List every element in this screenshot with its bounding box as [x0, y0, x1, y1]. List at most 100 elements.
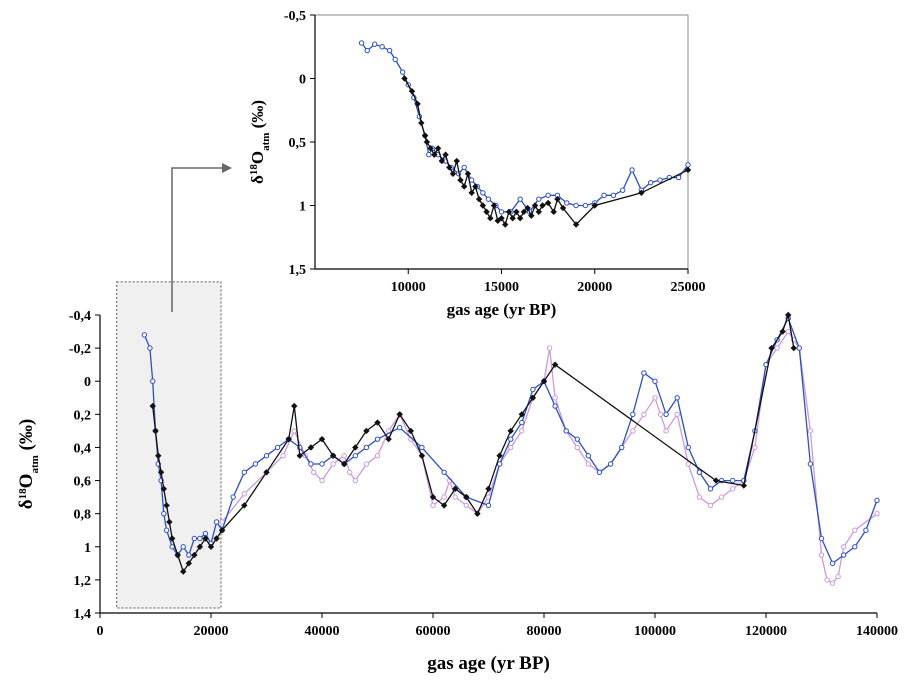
inset-data-point — [371, 41, 378, 47]
main-data-point — [166, 518, 173, 526]
main-data-point — [207, 543, 215, 550]
main-data-point — [352, 477, 358, 484]
main-x-axis-title: gas age (yr BP) — [427, 653, 550, 674]
main-data-point — [696, 469, 703, 475]
main-data-point — [740, 482, 747, 489]
inset-data-point — [446, 164, 453, 171]
inset-data-point — [535, 208, 542, 216]
inset-data-point — [442, 151, 449, 158]
main-data-point — [441, 494, 447, 500]
inset-data-point — [426, 152, 432, 158]
main-x-tick-label: 80000 — [527, 624, 562, 639]
main-data-point — [807, 461, 814, 467]
main-data-point — [374, 453, 381, 459]
inset-y-axis-title: δ18Oatm (‰) — [248, 100, 272, 184]
main-data-point — [363, 427, 370, 435]
inset-data-point — [386, 47, 393, 54]
main-data-point — [429, 493, 437, 501]
main-data-point — [874, 497, 880, 504]
inset-data-point — [480, 190, 486, 196]
main-data-point — [397, 424, 403, 431]
main-data-point — [452, 485, 459, 493]
main-x-tick-label: 20000 — [194, 624, 229, 639]
main-data-point — [147, 345, 153, 351]
main-x-tick-label: 120000 — [745, 624, 787, 639]
inset-series-0 — [358, 40, 691, 215]
inset-data-point — [421, 132, 429, 139]
main-data-point — [280, 453, 286, 459]
main-data-point — [352, 444, 359, 451]
main-data-point — [496, 452, 503, 459]
inset-data-point — [550, 208, 557, 216]
main-data-point — [296, 452, 303, 459]
main-data-point — [641, 370, 647, 376]
inset-chart: -0,5 0 0,5 1 1,5 10000 15000 20000 25000 gas age … — [248, 9, 706, 319]
main-data-point — [218, 527, 226, 534]
main-data-point — [163, 527, 170, 533]
inset-data-point — [582, 202, 589, 209]
main-y-tick-label: 0,8 — [74, 508, 92, 523]
main-chart: -0,4 -0,2 0 0,2 0,4 0,6 0,8 1 1,2 1,4 0 20000 40000 6… — [16, 281, 898, 674]
main-data-point — [285, 435, 292, 443]
main-data-point — [829, 580, 836, 586]
main-data-point — [852, 527, 858, 533]
main-data-point — [585, 461, 592, 467]
main-data-point — [149, 402, 156, 410]
inset-data-point — [423, 138, 431, 146]
main-data-point — [585, 453, 592, 459]
main-data-point — [519, 419, 525, 426]
main-data-point — [663, 428, 669, 434]
main-data-point — [707, 486, 714, 492]
inset-data-point — [498, 215, 505, 222]
inset-data-point — [520, 208, 528, 216]
main-data-point — [507, 427, 514, 435]
inset-x-tick-label: 15000 — [484, 280, 519, 295]
inset-data-point — [517, 196, 523, 202]
inset-data-point — [620, 187, 626, 193]
main-data-point — [546, 345, 553, 351]
inset-plot-frame — [314, 14, 689, 270]
inset-data-point — [401, 75, 408, 82]
main-data-point — [241, 502, 248, 509]
main-data-point — [329, 452, 337, 459]
inset-data-point — [591, 202, 598, 209]
main-data-point — [652, 395, 658, 401]
inset-data-point — [564, 200, 570, 206]
inset-data-point — [498, 209, 505, 215]
main-data-point — [180, 544, 186, 550]
inset-data-point — [358, 40, 365, 46]
main-series-line — [221, 330, 878, 585]
main-data-point — [785, 328, 791, 335]
arrow-head — [222, 163, 232, 173]
main-data-point — [419, 444, 425, 451]
main-data-point — [540, 378, 548, 385]
main-data-point — [152, 427, 159, 435]
main-data-point — [157, 469, 165, 476]
main-data-point — [347, 469, 353, 475]
main-data-point — [841, 552, 847, 558]
main-series-1 — [141, 315, 880, 567]
main-data-point — [241, 491, 248, 497]
main-data-point — [841, 544, 847, 550]
main-data-point — [374, 419, 381, 426]
inset-x-tick-label: 25000 — [671, 280, 706, 295]
inset-data-point — [675, 174, 682, 181]
main-data-point — [630, 411, 636, 418]
main-data-point — [219, 519, 225, 525]
inset-data-point — [539, 202, 546, 209]
main-data-point — [418, 452, 426, 459]
main-data-point — [452, 494, 458, 500]
inset-data-point — [516, 215, 524, 222]
main-data-point — [485, 502, 492, 509]
main-y-tick-label: 0,2 — [74, 408, 92, 423]
main-data-point — [818, 535, 825, 542]
main-data-point — [508, 436, 514, 442]
main-data-point — [657, 411, 664, 418]
main-y-tick-label: -0,2 — [69, 342, 91, 357]
main-x-tick-label: 0 — [97, 624, 104, 639]
main-data-point — [829, 560, 836, 567]
inset-data-point — [531, 202, 539, 209]
main-data-point — [213, 519, 220, 525]
inset-series-line — [361, 42, 689, 213]
main-data-point — [563, 428, 569, 434]
